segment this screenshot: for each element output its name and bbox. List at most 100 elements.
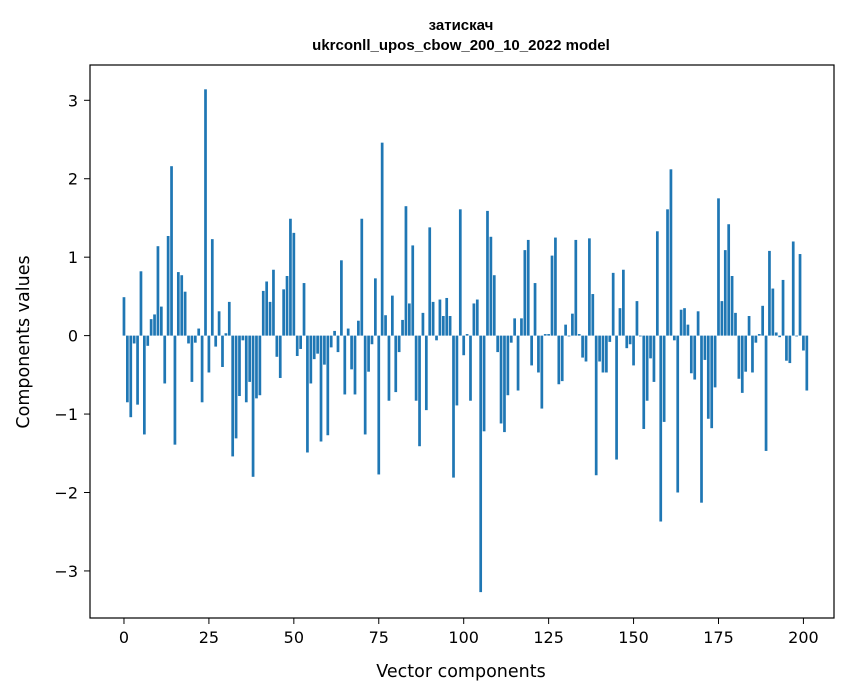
bar-component-192 bbox=[774, 332, 778, 336]
bar-component-72 bbox=[367, 335, 370, 372]
bar-component-191 bbox=[771, 288, 775, 336]
bar-component-181 bbox=[737, 335, 741, 379]
bar-component-91 bbox=[431, 301, 435, 336]
bar-component-120 bbox=[530, 335, 534, 366]
bar-component-147 bbox=[622, 269, 625, 336]
bar-component-171 bbox=[703, 335, 707, 360]
bar-component-168 bbox=[693, 335, 697, 380]
bar-component-79 bbox=[390, 295, 394, 336]
bar-component-1 bbox=[126, 335, 129, 403]
bar-component-84 bbox=[407, 303, 411, 336]
bar-component-35 bbox=[241, 335, 245, 341]
bar-component-17 bbox=[180, 275, 184, 336]
bar-component-180 bbox=[734, 312, 737, 336]
bar-component-66 bbox=[346, 328, 350, 336]
bar-component-90 bbox=[428, 227, 432, 336]
bar-component-57 bbox=[316, 335, 319, 354]
bar-component-187 bbox=[757, 334, 761, 336]
bar-component-33 bbox=[234, 335, 238, 439]
bar-component-5 bbox=[139, 271, 143, 336]
bar-component-47 bbox=[282, 289, 286, 336]
bar-component-161 bbox=[669, 169, 673, 336]
bar-component-132 bbox=[571, 313, 574, 336]
y-tick-label: −3 bbox=[54, 562, 78, 581]
y-tick-label: −1 bbox=[54, 405, 78, 424]
bar-component-38 bbox=[251, 335, 255, 477]
bar-component-2 bbox=[129, 335, 133, 418]
bar-component-54 bbox=[306, 335, 309, 453]
bar-component-55 bbox=[309, 335, 313, 384]
bar-component-16 bbox=[176, 272, 180, 336]
bar-component-39 bbox=[255, 335, 258, 399]
bar-component-146 bbox=[618, 308, 622, 336]
bar-component-172 bbox=[706, 335, 710, 419]
bar-component-124 bbox=[543, 334, 547, 336]
bar-component-138 bbox=[591, 294, 595, 336]
bar-component-49 bbox=[289, 218, 292, 336]
bar-component-149 bbox=[628, 335, 632, 345]
bar-component-73 bbox=[370, 335, 374, 345]
bar-component-155 bbox=[649, 335, 652, 359]
bar-component-125 bbox=[547, 334, 550, 336]
y-tick-label: 2 bbox=[68, 170, 78, 189]
bar-component-170 bbox=[700, 335, 703, 503]
bar-component-61 bbox=[329, 335, 333, 348]
bar-component-188 bbox=[761, 305, 765, 336]
bar-component-0 bbox=[122, 297, 126, 336]
bar-component-150 bbox=[632, 335, 635, 366]
bar-component-9 bbox=[153, 314, 156, 336]
bar-component-29 bbox=[221, 335, 224, 367]
bar-component-119 bbox=[526, 239, 530, 336]
bar-component-166 bbox=[686, 324, 690, 336]
bar-component-58 bbox=[319, 335, 323, 442]
bar-component-65 bbox=[343, 335, 347, 395]
bar-component-173 bbox=[710, 335, 714, 429]
bar-component-117 bbox=[520, 318, 523, 336]
bar-component-45 bbox=[275, 335, 279, 357]
bar-component-98 bbox=[455, 335, 459, 406]
bar-component-113 bbox=[506, 335, 510, 396]
bar-component-178 bbox=[727, 224, 731, 336]
bar-component-140 bbox=[598, 335, 601, 362]
bar-component-34 bbox=[238, 335, 241, 397]
x-axis-label: Vector components bbox=[376, 662, 545, 682]
bar-component-169 bbox=[696, 311, 700, 336]
bar-component-190 bbox=[768, 250, 771, 336]
bar-component-24 bbox=[204, 89, 207, 336]
bar-component-10 bbox=[156, 246, 160, 336]
bar-component-154 bbox=[645, 335, 649, 401]
bars-group bbox=[122, 89, 809, 593]
bar-component-199 bbox=[798, 254, 802, 336]
y-tick-label: −2 bbox=[54, 483, 78, 502]
bar-component-12 bbox=[163, 335, 167, 384]
bar-component-44 bbox=[272, 269, 275, 336]
bar-component-139 bbox=[594, 335, 598, 476]
chart-title: затискач bbox=[429, 17, 494, 34]
bar-component-122 bbox=[537, 335, 540, 373]
bar-component-128 bbox=[557, 335, 561, 385]
bar-component-114 bbox=[509, 335, 513, 343]
x-tick-label: 0 bbox=[119, 628, 129, 647]
bar-component-108 bbox=[489, 236, 493, 336]
bar-component-67 bbox=[350, 335, 353, 370]
bar-component-106 bbox=[482, 335, 486, 432]
bar-component-198 bbox=[795, 335, 798, 337]
bar-component-97 bbox=[452, 335, 455, 478]
bar-component-13 bbox=[166, 235, 170, 336]
bar-component-71 bbox=[363, 335, 367, 435]
bar-component-36 bbox=[244, 335, 248, 403]
bar-component-101 bbox=[465, 334, 469, 336]
bar-component-142 bbox=[605, 335, 608, 373]
y-tick-label: 1 bbox=[68, 248, 78, 267]
bar-component-20 bbox=[190, 335, 194, 382]
bar-component-110 bbox=[496, 335, 500, 353]
bar-component-59 bbox=[323, 335, 326, 365]
bar-component-167 bbox=[689, 335, 693, 374]
bar-component-30 bbox=[224, 333, 228, 336]
bar-component-27 bbox=[214, 335, 218, 347]
bar-component-179 bbox=[730, 276, 734, 336]
bar-component-69 bbox=[357, 320, 360, 336]
bar-component-144 bbox=[611, 272, 615, 336]
x-tick-label: 200 bbox=[788, 628, 819, 647]
